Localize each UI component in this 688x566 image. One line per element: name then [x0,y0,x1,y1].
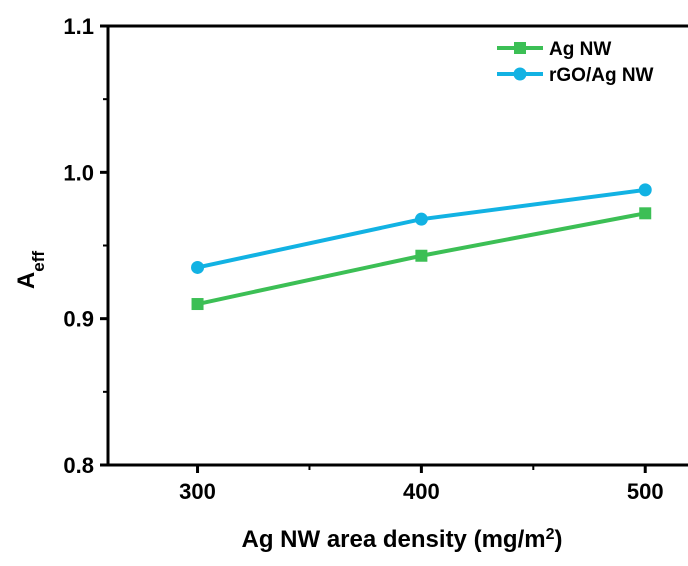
x-tick-label: 400 [403,479,440,504]
legend-marker [514,42,526,54]
data-point [638,183,652,197]
data-point [414,212,428,226]
data-point [191,260,205,274]
plot-frame [106,24,688,467]
y-tick-label: 1.0 [63,160,94,185]
legend: Ag NW rGO/Ag NW [497,39,654,86]
legend-label: rGO/Ag NW [549,65,654,86]
x-tick-label: 300 [179,479,216,504]
data-point [191,298,204,311]
legend-item: Ag NW [497,39,611,60]
legend-label: Ag NW [549,39,611,60]
legend-item: rGO/Ag NW [497,65,654,86]
y-axis-title: Aeff [13,251,48,289]
legend-marker [513,67,527,81]
data-point [639,207,652,220]
series-0 [191,207,652,311]
y-tick-label: 0.9 [63,307,94,332]
data-point [415,249,428,262]
y-tick-label: 0.8 [63,453,94,478]
axes: 0.8 0.9 1.0 1.1 300 400 500 [63,14,688,504]
y-tick-label: 1.1 [63,14,94,39]
x-axis-title: Ag NW area density (mg/m2) [242,526,563,554]
series-1 [191,183,652,274]
series-layer [191,183,652,311]
x-tick-label: 500 [627,479,664,504]
